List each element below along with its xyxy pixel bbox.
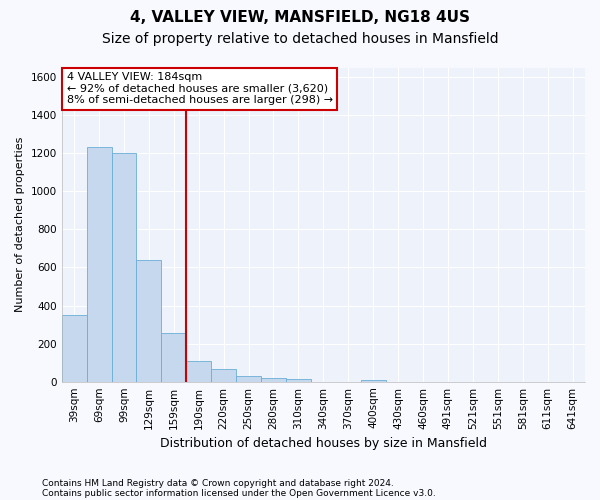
X-axis label: Distribution of detached houses by size in Mansfield: Distribution of detached houses by size … — [160, 437, 487, 450]
Bar — [161, 333, 186, 382]
Bar — [361, 380, 386, 382]
Text: 4 VALLEY VIEW: 184sqm
← 92% of detached houses are smaller (3,620)
8% of semi-de: 4 VALLEY VIEW: 184sqm ← 92% of detached … — [67, 72, 333, 106]
Bar — [112, 153, 136, 382]
Bar — [62, 315, 86, 382]
Bar — [211, 370, 236, 382]
Bar — [236, 376, 261, 382]
Text: 4, VALLEY VIEW, MANSFIELD, NG18 4US: 4, VALLEY VIEW, MANSFIELD, NG18 4US — [130, 10, 470, 25]
Text: Contains public sector information licensed under the Open Government Licence v3: Contains public sector information licen… — [42, 488, 436, 498]
Bar — [186, 360, 211, 382]
Bar — [86, 148, 112, 382]
Text: Contains HM Land Registry data © Crown copyright and database right 2024.: Contains HM Land Registry data © Crown c… — [42, 478, 394, 488]
Bar — [286, 379, 311, 382]
Bar — [136, 260, 161, 382]
Text: Size of property relative to detached houses in Mansfield: Size of property relative to detached ho… — [101, 32, 499, 46]
Bar — [261, 378, 286, 382]
Y-axis label: Number of detached properties: Number of detached properties — [15, 137, 25, 312]
